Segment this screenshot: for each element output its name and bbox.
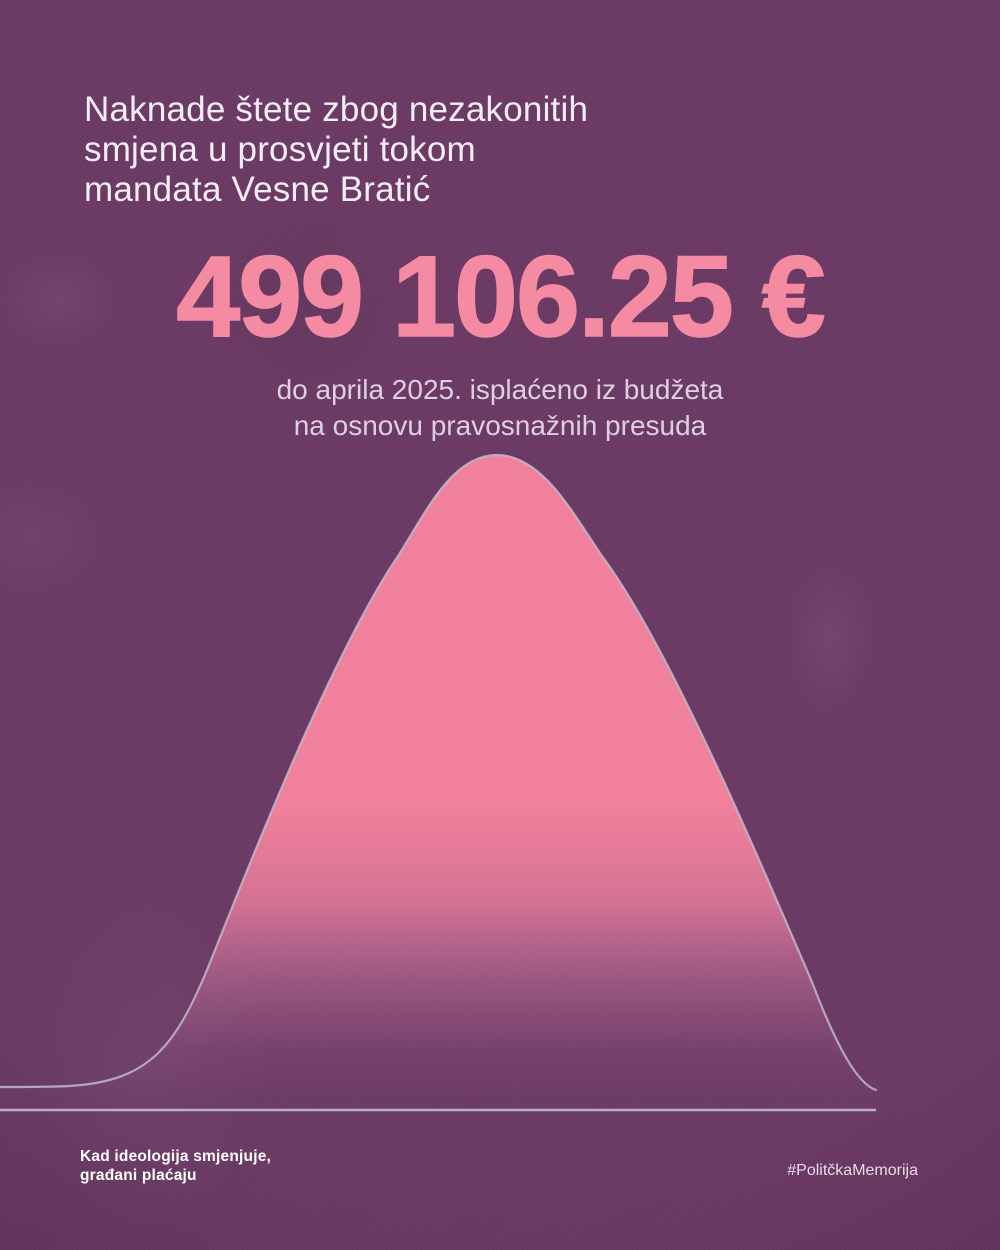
footer-slogan: Kad ideologija smjenjuje, građani plaćaj… — [80, 1147, 271, 1185]
subtitle-line-1: do aprila 2025. isplaćeno iz budžeta — [276, 374, 724, 405]
headline-line-2: smjena u prosvjeti tokom — [84, 130, 476, 169]
subtitle: do aprila 2025. isplaćeno iz budžeta na … — [0, 372, 1000, 444]
headline-line-1: Naknade štete zbog nezakonitih — [84, 90, 589, 129]
footer-slogan-line-2: građani plaćaju — [80, 1167, 197, 1184]
bell-curve-fill — [0, 455, 876, 1110]
headline: Naknade štete zbog nezakonitih smjena u … — [84, 90, 588, 210]
bell-curve-stroke — [0, 453, 878, 1092]
subtitle-line-2: na osnovu pravosnažnih presuda — [293, 410, 707, 441]
footer-hashtag: #PolitčkaMemorija — [787, 1162, 918, 1179]
footer-slogan-line-1: Kad ideologija smjenjuje, — [80, 1148, 272, 1165]
headline-line-3: mandata Vesne Bratić — [84, 170, 431, 209]
amount-value: 499 106.25 € — [176, 233, 827, 361]
